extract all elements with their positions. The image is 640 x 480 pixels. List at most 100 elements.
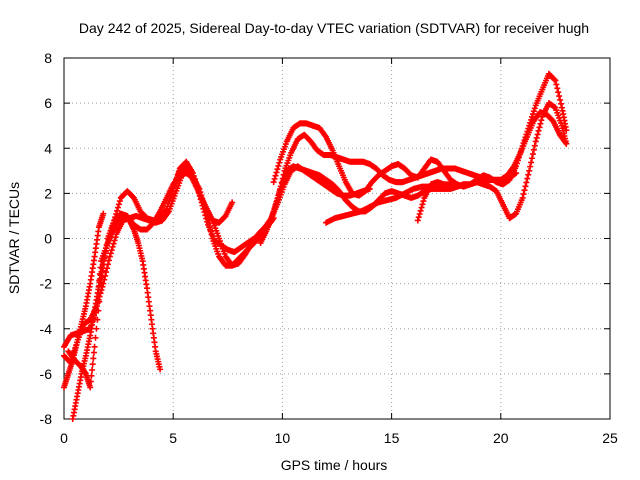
data-point — [532, 138, 539, 145]
y-tick-label: 6 — [44, 95, 52, 111]
data-point — [229, 199, 236, 206]
data-point — [90, 349, 97, 356]
data-point — [208, 231, 215, 238]
chart-title: Day 242 of 2025, Sidereal Day-to-day VTE… — [79, 20, 589, 36]
data-point — [553, 81, 560, 88]
data-point — [518, 145, 525, 152]
data-point — [97, 289, 104, 296]
data-point — [520, 191, 527, 198]
data-point — [206, 223, 213, 230]
data-point — [92, 334, 99, 341]
data-point — [93, 325, 100, 332]
data-point — [91, 343, 98, 350]
axis-ticks — [63, 57, 611, 420]
data-point — [116, 198, 123, 205]
data-point — [89, 361, 96, 368]
data-point — [531, 142, 538, 149]
series-arc7 — [270, 70, 570, 199]
data-point — [207, 227, 214, 234]
data-point — [520, 140, 527, 147]
data-point — [535, 127, 542, 134]
data-point — [416, 211, 423, 218]
data-point — [107, 250, 114, 257]
data-point — [271, 175, 278, 182]
data-point — [100, 267, 106, 274]
data-point — [536, 124, 543, 131]
data-point — [89, 367, 96, 374]
data-point — [523, 179, 530, 186]
data-point — [72, 345, 79, 352]
x-tick-label: 10 — [275, 430, 291, 446]
data-point — [514, 160, 521, 167]
data-point — [88, 372, 95, 379]
data-point — [529, 151, 536, 158]
data-point — [270, 179, 277, 186]
data-point — [67, 359, 74, 366]
y-tick-label: 0 — [44, 231, 52, 247]
data-point — [114, 204, 121, 211]
data-point — [531, 105, 538, 112]
tick-labels: 0 5 10 15 20 25 -8 -6 -4 -2 0 2 4 6 8 — [40, 50, 618, 446]
data-point — [273, 169, 280, 176]
data-point — [98, 280, 105, 287]
data-point — [514, 157, 521, 164]
data-point — [275, 162, 282, 169]
data-point — [524, 175, 531, 182]
data-point — [415, 214, 422, 221]
y-tick-label: -6 — [40, 366, 53, 382]
data-point — [522, 183, 529, 190]
data-point — [419, 201, 426, 208]
data-point — [111, 237, 118, 244]
data-point — [525, 171, 532, 178]
data-point — [526, 122, 533, 129]
data-point — [112, 234, 119, 241]
data-point — [538, 117, 545, 124]
data-point — [96, 298, 103, 305]
data-point — [97, 264, 104, 271]
data-point — [100, 261, 107, 268]
data-point — [555, 89, 562, 96]
data-point — [513, 163, 520, 170]
data-point — [87, 325, 94, 332]
data-point — [528, 159, 535, 166]
series-arc1 — [61, 210, 107, 391]
data-point — [556, 93, 563, 100]
x-axis-label: GPS time / hours — [281, 457, 388, 473]
data-point — [274, 166, 281, 173]
data-point — [524, 128, 531, 135]
data-point — [558, 100, 565, 107]
data-point — [516, 151, 523, 158]
series-arc10 — [414, 100, 570, 224]
data-point — [105, 257, 112, 264]
data-point — [101, 254, 108, 261]
data-point — [108, 247, 115, 254]
data-point — [95, 307, 102, 314]
data-point — [517, 148, 524, 155]
data-point — [272, 172, 279, 179]
data-point — [114, 207, 121, 214]
y-tick-label: 8 — [44, 50, 52, 66]
data-point — [530, 108, 537, 115]
data-point — [96, 270, 103, 277]
data-point — [99, 274, 106, 281]
data-point — [271, 205, 278, 212]
data-point — [530, 146, 537, 153]
data-point — [276, 159, 283, 166]
data-point — [515, 154, 522, 161]
y-tick-label: -2 — [40, 276, 53, 292]
y-tick-label: -8 — [40, 411, 53, 427]
data-point — [106, 253, 113, 260]
data-point — [71, 347, 78, 354]
data-point — [275, 192, 282, 199]
x-tick-label: 0 — [60, 430, 68, 446]
data-point — [519, 142, 526, 149]
data-point — [563, 140, 570, 147]
data-point — [533, 134, 540, 141]
data-point — [521, 187, 528, 194]
data-point — [534, 131, 541, 138]
data-point — [90, 355, 97, 362]
y-tick-label: 2 — [44, 185, 52, 201]
y-axis-label: SDTVAR / TECUs — [6, 182, 22, 294]
data-point — [94, 316, 101, 323]
